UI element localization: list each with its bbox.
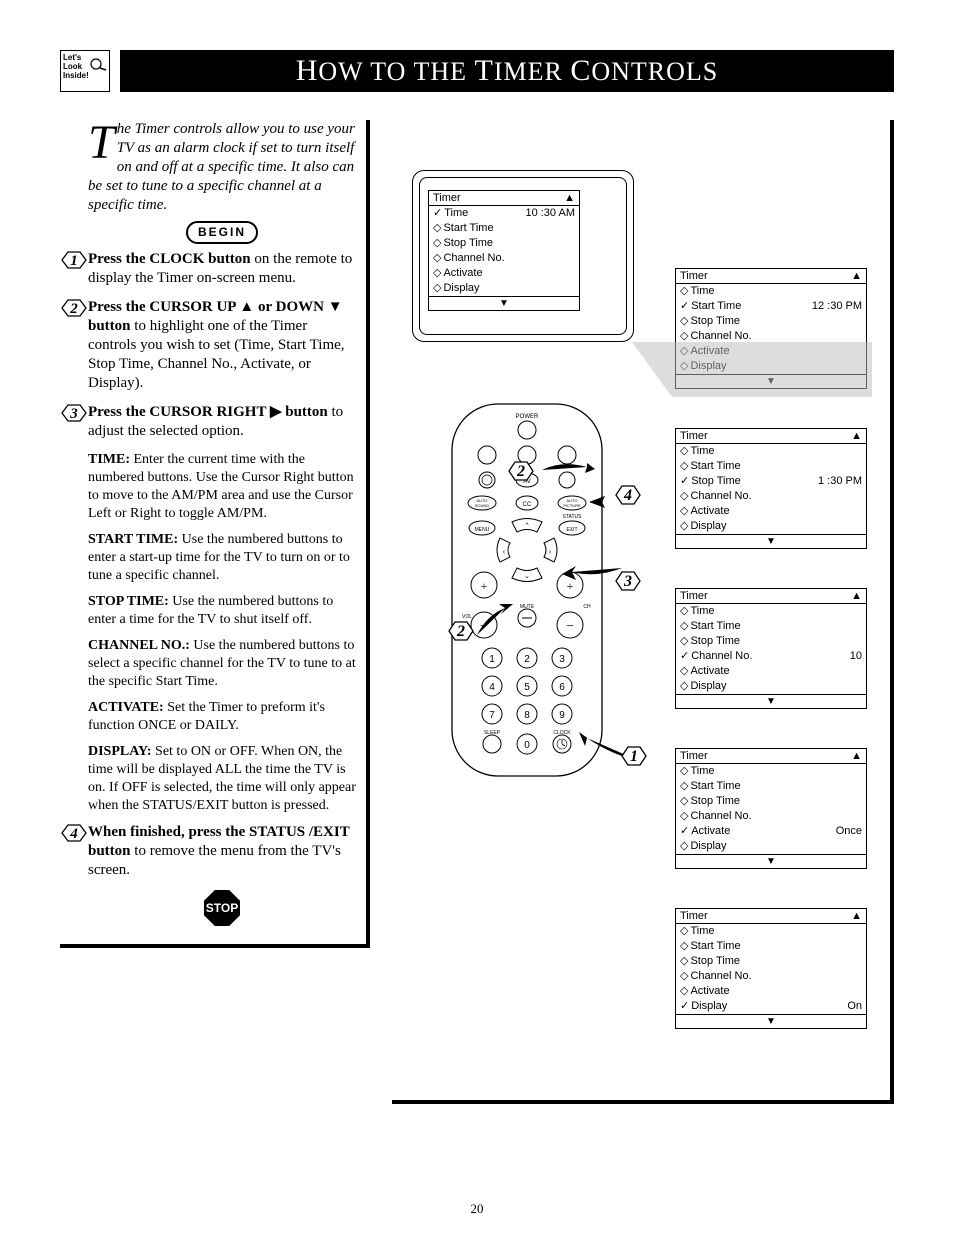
menu-row: ◇Activate [429, 266, 579, 281]
svg-text:MENU: MENU [475, 527, 490, 533]
svg-text:POWER: POWER [516, 414, 539, 420]
svg-text:2: 2 [516, 463, 525, 480]
menu-row: ◇Start Time [429, 221, 579, 236]
menu-row: ◇Time [676, 444, 866, 459]
menu-row: ◇Stop Time [676, 314, 866, 329]
svg-text:EXIT: EXIT [566, 527, 577, 533]
page-number: 20 [0, 1201, 954, 1217]
svg-text:9: 9 [559, 710, 565, 721]
menu-row: ◇Stop Time [676, 954, 866, 969]
svg-text:PICTURE: PICTURE [563, 503, 581, 508]
callout-3: 3 [614, 570, 640, 592]
menu-row: ◇Activate [676, 664, 866, 679]
menu-row: ◇Start Time [676, 939, 866, 954]
menu-row: ◇Time [676, 284, 866, 299]
svg-text:CH: CH [583, 604, 591, 610]
manual-page: Let's Look Inside! HOW TO THE TIMER CONT… [0, 0, 954, 1235]
illustration-column: Timer▲✓Time10 :30 AM◇Start Time◇Stop Tim… [392, 120, 894, 1104]
timer-menu-screen: Timer▲◇Time◇Start Time◇Stop Time◇Channel… [675, 748, 867, 869]
callout-4: 4 [614, 484, 640, 506]
svg-text:›: › [549, 547, 552, 556]
svg-text:STATUS: STATUS [563, 514, 583, 520]
sub-stop-time: STOP TIME: Use the numbered buttons to e… [88, 593, 356, 629]
svg-text:2: 2 [69, 301, 78, 317]
svg-text:0: 0 [524, 740, 530, 751]
menu-row: ◇Channel No. [429, 251, 579, 266]
magnifier-icon [89, 57, 107, 71]
menu-row: ✓Start Time12 :30 PM [676, 299, 866, 314]
menu-row: ◇Channel No. [676, 489, 866, 504]
svg-text:1: 1 [489, 654, 495, 665]
menu-row: ◇Time [676, 764, 866, 779]
callout-hand-2a [537, 455, 617, 485]
sub-display: DISPLAY: Set to ON or OFF. When ON, the … [88, 743, 356, 815]
menu-row: ✓Time10 :30 AM [429, 206, 579, 221]
menu-row: ✓ActivateOnce [676, 824, 866, 839]
svg-text:⌃: ⌃ [524, 522, 530, 530]
svg-text:2: 2 [456, 623, 465, 640]
svg-text:‹: ‹ [503, 547, 506, 556]
timer-menu-screen: Timer▲◇Time◇Start Time✓Stop Time1 :30 PM… [675, 428, 867, 549]
menu-row: ✓Channel No.10 [676, 649, 866, 664]
menu-row: ◇Time [676, 604, 866, 619]
menu-row: ◇Activate [676, 984, 866, 999]
svg-text:8: 8 [524, 710, 530, 721]
svg-text:−: − [566, 619, 574, 634]
svg-text:SOUND: SOUND [475, 503, 490, 508]
sub-activate: ACTIVATE: Set the Timer to preform it's … [88, 699, 356, 735]
begin-badge: BEGIN [88, 221, 356, 244]
svg-text:4: 4 [623, 487, 632, 504]
step-2: 2 Press the CURSOR UP ▲ or DOWN ▼ button… [88, 298, 356, 393]
menu-row: ◇Display [676, 839, 866, 854]
menu-row: ◇Stop Time [676, 634, 866, 649]
callout-2b: 2 [447, 620, 473, 642]
instructions-column: The Timer controls allow you to use your… [60, 120, 370, 1104]
menu-row: ◇Start Time [676, 459, 866, 474]
menu-row: ◇Start Time [676, 619, 866, 634]
svg-text:4: 4 [489, 682, 495, 693]
shadow-connector [412, 342, 882, 402]
menu-row: ◇Start Time [676, 779, 866, 794]
svg-text:6: 6 [559, 682, 565, 693]
callout-2a: 2 [507, 460, 533, 482]
menu-row: ◇Channel No. [676, 809, 866, 824]
svg-text:+: + [481, 579, 488, 593]
svg-text:2: 2 [524, 654, 530, 665]
timer-menu-screen: Timer▲✓Time10 :30 AM◇Start Time◇Stop Tim… [428, 190, 580, 311]
svg-text:3: 3 [69, 406, 78, 422]
lets-look-icon: Let's Look Inside! [60, 50, 110, 92]
svg-text:CC: CC [523, 502, 532, 508]
menu-row: ◇Activate [676, 504, 866, 519]
svg-text:7: 7 [489, 710, 495, 721]
menu-row: ◇Channel No. [676, 969, 866, 984]
svg-text:3: 3 [623, 573, 632, 590]
sub-start-time: START TIME: Use the numbered buttons to … [88, 531, 356, 585]
page-title-banner: HOW TO THE TIMER CONTROLS [120, 50, 894, 92]
svg-text:1: 1 [630, 748, 638, 765]
callout-1: 1 [620, 745, 646, 767]
menu-row: ◇Stop Time [429, 236, 579, 251]
svg-text:3: 3 [559, 654, 565, 665]
step-1: 1 Press the CLOCK button on the remote t… [88, 250, 356, 288]
menu-row: ◇Display [676, 679, 866, 694]
svg-text:5: 5 [524, 682, 530, 693]
menu-row: ◇Stop Time [676, 794, 866, 809]
menu-row: ✓DisplayOn [676, 999, 866, 1014]
sub-time: TIME: Enter the current time with the nu… [88, 451, 356, 523]
stop-badge: STOP [88, 890, 356, 926]
menu-row: ◇Time [676, 924, 866, 939]
menu-row: ◇Display [429, 281, 579, 296]
svg-text:⌄: ⌄ [524, 572, 530, 580]
sub-channel-no: CHANNEL NO.: Use the numbered buttons to… [88, 637, 356, 691]
timer-menu-screen: Timer▲◇Time◇Start Time◇Stop Time◇Channel… [675, 908, 867, 1029]
timer-menu-screen: Timer▲◇Time◇Start Time◇Stop Time✓Channel… [675, 588, 867, 709]
menu-row: ◇Display [676, 519, 866, 534]
step-3: 3 Press the CURSOR RIGHT ▶ button to adj… [88, 403, 356, 441]
svg-text:4: 4 [69, 826, 78, 842]
svg-text:1: 1 [70, 253, 78, 269]
menu-row: ✓Stop Time1 :30 PM [676, 474, 866, 489]
intro-text: The Timer controls allow you to use your… [88, 120, 356, 215]
step-4: 4 When finished, press the STATUS /EXIT … [88, 823, 356, 880]
